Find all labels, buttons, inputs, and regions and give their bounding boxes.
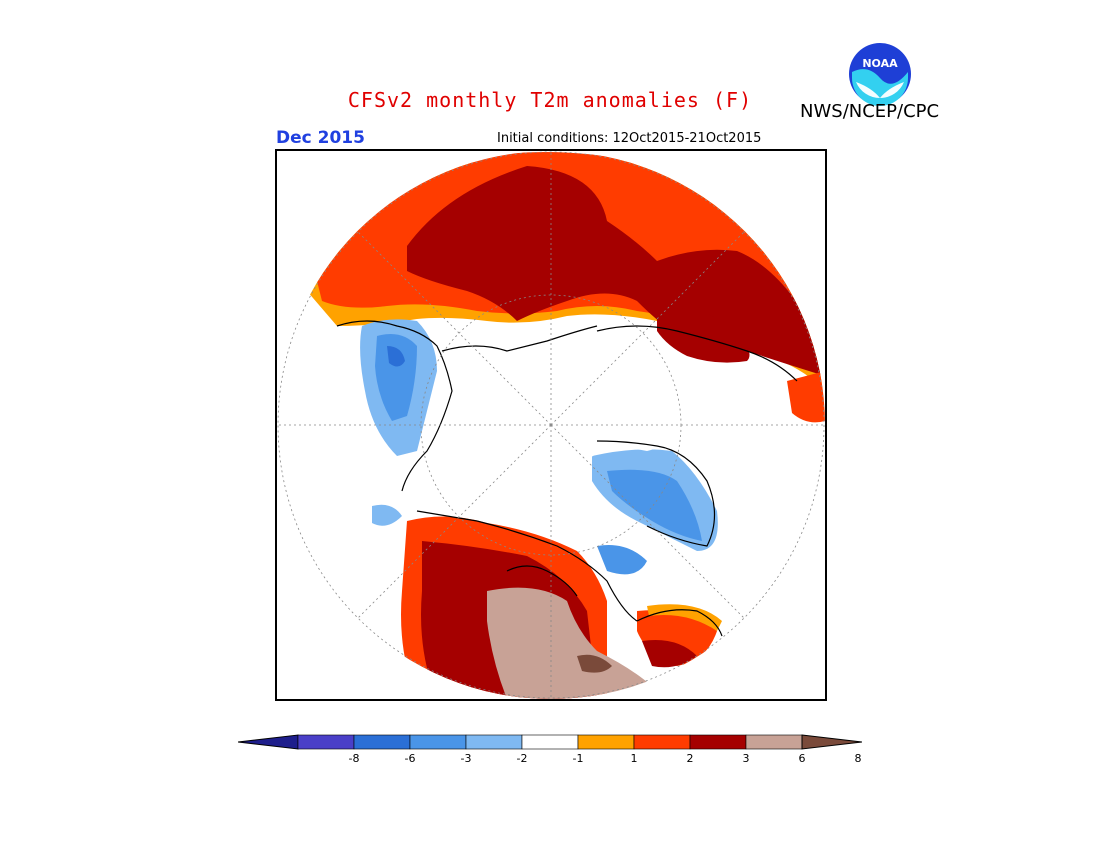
- colorbar-tick-label: 1: [630, 752, 638, 765]
- valid-month-label: Dec 2015: [276, 128, 365, 148]
- svg-text:NOAA: NOAA: [862, 57, 898, 70]
- noaa-logo: NOAA: [849, 43, 911, 106]
- colorbar-swatch: [521, 734, 579, 750]
- colorbar-swatch: [577, 734, 635, 750]
- colorbar-tick-label: 2: [686, 752, 694, 765]
- initial-conditions-label: Initial conditions: 12Oct2015-21Oct2015: [497, 131, 762, 146]
- colorbar-tick-label: -1: [572, 752, 584, 765]
- colorbar-tick-label: -3: [460, 752, 472, 765]
- polar-map-graphic: [277, 151, 825, 699]
- colorbar-swatch: [465, 734, 523, 750]
- colorbar-tick-label: 8: [854, 752, 862, 765]
- colorbar-swatch: [409, 734, 467, 750]
- colorbar-tick-label: -6: [404, 752, 416, 765]
- colorbar-tick-label: 6: [798, 752, 806, 765]
- colorbar-swatch: [745, 734, 803, 750]
- agency-label: NWS/NCEP/CPC: [800, 101, 940, 122]
- colorbar: [238, 734, 862, 750]
- colorbar-swatch: [689, 734, 747, 750]
- colorbar-tick-label: -8: [348, 752, 360, 765]
- colorbar-arrow-high: [801, 734, 862, 750]
- colorbar-swatch: [633, 734, 691, 750]
- map-title: CFSv2 monthly T2m anomalies (F): [347, 88, 753, 112]
- colorbar-tick-label: 3: [742, 752, 750, 765]
- colorbar-arrow-low: [238, 734, 299, 750]
- polar-map: [275, 149, 827, 701]
- colorbar-tick-label: -2: [516, 752, 528, 765]
- colorbar-swatch: [353, 734, 411, 750]
- colorbar-swatch: [297, 734, 355, 750]
